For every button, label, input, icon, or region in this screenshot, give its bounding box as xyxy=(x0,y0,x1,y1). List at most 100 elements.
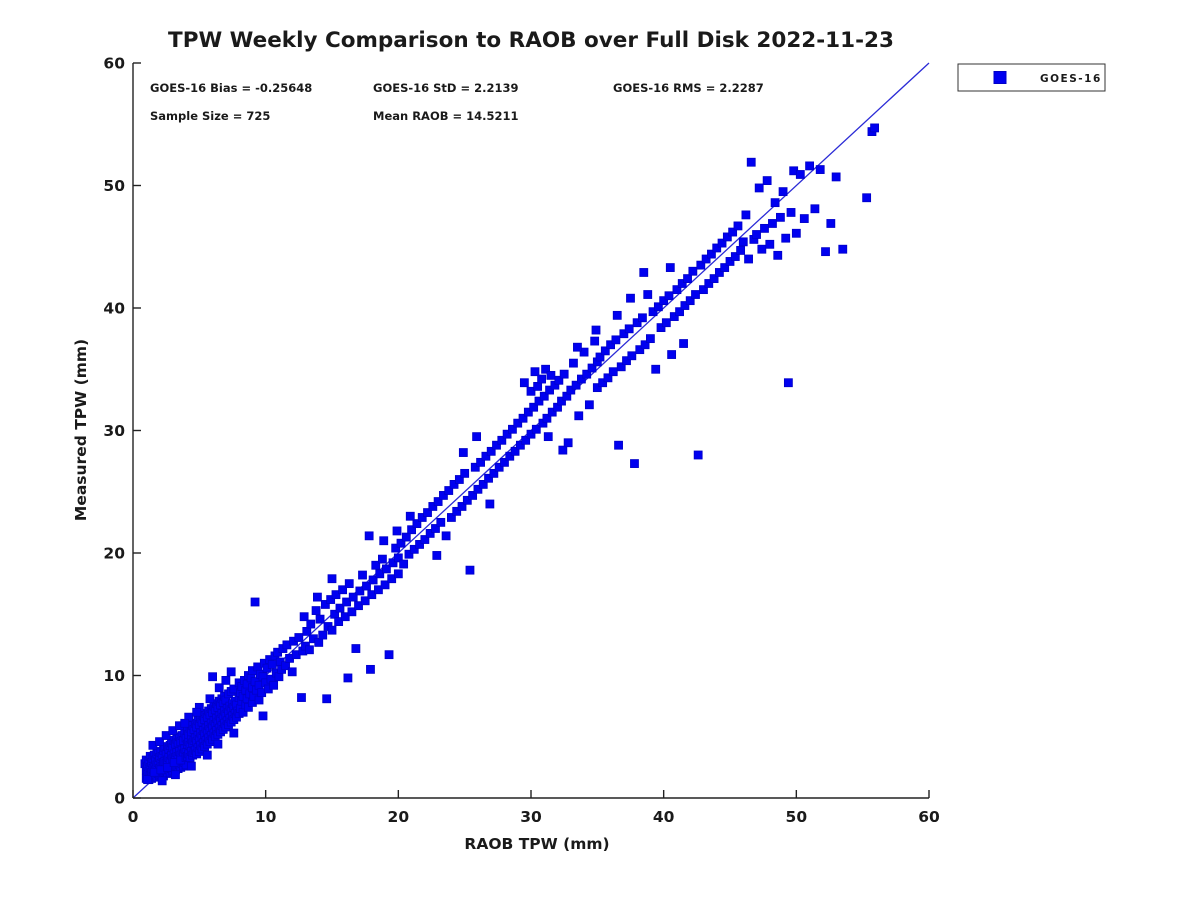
scatter-point xyxy=(632,318,642,328)
scatter-point xyxy=(470,462,480,472)
scatter-point xyxy=(627,351,637,361)
scatter-point xyxy=(214,683,224,693)
scatter-point xyxy=(701,254,711,264)
scatter-point xyxy=(616,362,626,372)
scatter-point xyxy=(608,367,618,377)
scatter-point xyxy=(254,695,264,705)
scatter-point xyxy=(862,193,872,203)
x-axis-label: RAOB TPW (mm) xyxy=(464,835,609,853)
scatter-point xyxy=(531,424,541,434)
scatter-point xyxy=(269,680,279,690)
scatter-point xyxy=(180,718,190,728)
scatter-point xyxy=(559,369,569,379)
scatter-point xyxy=(381,564,391,574)
scatter-point xyxy=(143,775,152,785)
scatter-point xyxy=(786,208,796,217)
scatter-point xyxy=(250,597,260,607)
scatter-point xyxy=(815,165,825,174)
scatter-point xyxy=(161,731,171,740)
scatter-point xyxy=(458,448,468,457)
scatter-point xyxy=(314,638,324,647)
scatter-point xyxy=(460,468,470,478)
scatter-point xyxy=(315,614,325,624)
scatter-point xyxy=(530,367,540,377)
scatter-point xyxy=(783,378,793,388)
y-tick-label: 10 xyxy=(103,667,125,685)
scatter-point xyxy=(446,513,456,522)
scatter-point xyxy=(155,737,164,747)
scatter-point xyxy=(432,551,442,560)
scatter-point xyxy=(533,381,543,391)
scatter-point xyxy=(696,260,706,270)
scatter-point xyxy=(322,694,332,704)
scatter-point xyxy=(523,407,533,417)
scatter-point xyxy=(366,664,375,674)
y-tick-label: 30 xyxy=(103,422,125,440)
scatter-point xyxy=(294,633,304,642)
scatter-point xyxy=(384,650,394,660)
scatter-point xyxy=(659,296,669,306)
scatter-point xyxy=(554,375,564,385)
scatter-point xyxy=(347,607,357,617)
scatter-point xyxy=(484,473,493,483)
scatter-point xyxy=(619,329,629,339)
scatter-point xyxy=(712,243,722,253)
x-tick-label: 40 xyxy=(653,808,675,826)
scatter-point xyxy=(423,508,432,517)
scatter-point xyxy=(693,450,703,460)
scatter-point xyxy=(305,645,314,655)
scatter-point xyxy=(473,484,483,494)
scatter-point xyxy=(795,170,805,179)
scatter-point xyxy=(870,123,880,133)
scatter-point xyxy=(612,310,622,320)
scatter-point xyxy=(202,750,212,760)
scatter-point xyxy=(229,728,239,738)
scatter-point xyxy=(396,538,406,548)
scatter-point xyxy=(208,672,218,682)
scatter-point xyxy=(513,418,523,428)
scatter-point xyxy=(773,250,783,260)
scatter-point xyxy=(669,312,679,321)
scatter-point xyxy=(267,660,277,669)
scatter-point xyxy=(630,459,639,468)
scatter-point xyxy=(733,221,743,231)
scatter-point xyxy=(393,569,403,579)
scatter-point xyxy=(691,290,700,299)
scatter-point xyxy=(399,559,409,569)
scatter-point xyxy=(439,491,448,500)
scatter-point xyxy=(611,335,621,345)
scatter-point xyxy=(541,364,550,374)
scatter-point xyxy=(380,580,390,590)
scatter-point xyxy=(311,606,321,615)
scatter-point xyxy=(526,429,536,439)
scatter-point xyxy=(651,364,661,374)
scatter-point xyxy=(704,279,714,288)
scatter-point xyxy=(573,342,582,352)
scatter-point xyxy=(375,569,385,579)
stat-bias: GOES-16 Bias = -0.25648 xyxy=(150,81,312,95)
scatter-point xyxy=(327,574,337,584)
x-tick-label: 30 xyxy=(520,808,542,826)
scatter-point xyxy=(500,457,509,467)
scatter-point xyxy=(367,590,377,600)
x-tick-label: 60 xyxy=(918,808,940,826)
y-tick-label: 0 xyxy=(114,790,125,808)
scatter-point xyxy=(765,239,775,249)
scatter-point xyxy=(186,761,196,771)
y-tick-label: 60 xyxy=(103,55,125,73)
y-tick-label: 50 xyxy=(103,177,125,195)
scatter-point xyxy=(799,214,809,223)
scatter-point xyxy=(587,363,597,373)
scatter-point xyxy=(405,511,415,521)
scatter-point xyxy=(409,544,419,554)
scatter-point xyxy=(579,347,589,357)
scatter-point xyxy=(646,334,655,344)
scatter-point xyxy=(362,581,371,591)
scatter-point xyxy=(539,391,549,401)
scatter-point xyxy=(838,244,848,254)
scatter-point xyxy=(738,237,748,247)
legend-box xyxy=(957,63,1106,92)
legend: GOES-16 xyxy=(957,63,1106,92)
